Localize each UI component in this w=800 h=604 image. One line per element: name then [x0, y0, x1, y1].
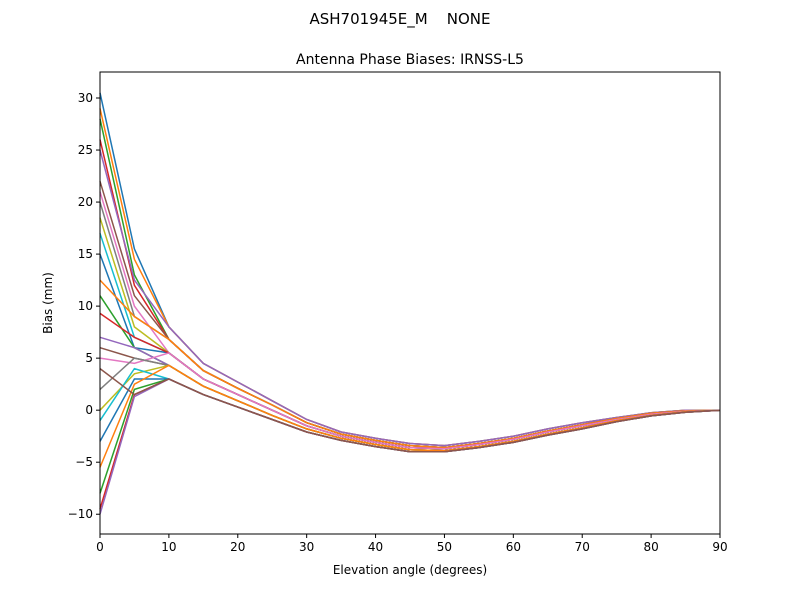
series-line-7 — [99, 191, 721, 450]
plot-frame — [99, 71, 721, 535]
series-line-12 — [99, 279, 721, 449]
y-tick-label: −5 — [75, 455, 93, 469]
y-tick-label: 10 — [78, 299, 93, 313]
x-tick-label: 10 — [161, 540, 176, 554]
series-line-17 — [99, 352, 721, 450]
series-line-25 — [99, 378, 721, 515]
series-line-15 — [99, 336, 721, 452]
series-line-26 — [99, 368, 721, 453]
x-tick-label: 30 — [299, 540, 314, 554]
chart-title: Antenna Phase Biases: IRNSS-L5 — [296, 52, 524, 68]
x-tick-label: 0 — [96, 540, 104, 554]
series-line-6 — [99, 181, 721, 449]
series-line-9 — [99, 217, 721, 450]
series-line-1 — [99, 92, 720, 447]
series-line-20 — [99, 367, 721, 453]
x-axis-label: Elevation angle (degrees) — [333, 563, 487, 577]
y-tick-label: 5 — [85, 351, 93, 365]
series-line-3 — [99, 118, 721, 449]
series-line-16 — [99, 346, 721, 452]
y-tick-label: 25 — [78, 143, 93, 157]
chart-suptitle: ASH701945E_M NONE — [309, 10, 490, 29]
y-tick-label: 0 — [85, 403, 93, 417]
y-tick-label: 20 — [78, 195, 93, 209]
axis-ticks: 0 10 20 30 40 50 60 70 80 90 −10 −5 0 5 10 15 20 25 30 — [68, 91, 728, 554]
series-line-13 — [99, 295, 721, 452]
series-line-8 — [99, 201, 721, 449]
x-tick-label: 90 — [712, 540, 727, 554]
series-line-19 — [99, 364, 721, 452]
y-tick-label: −10 — [68, 507, 93, 521]
series-line-4 — [99, 139, 721, 449]
y-tick-label: 30 — [78, 91, 93, 105]
x-tick-label: 60 — [506, 540, 521, 554]
x-tick-label: 40 — [368, 540, 383, 554]
x-tick-label: 70 — [575, 540, 590, 554]
y-tick-label: 15 — [78, 247, 93, 261]
x-tick-label: 20 — [230, 540, 245, 554]
series-lines — [99, 92, 721, 515]
x-tick-label: 80 — [643, 540, 658, 554]
series-line-14 — [99, 312, 721, 450]
series-line-23 — [99, 378, 721, 494]
x-tick-label: 50 — [437, 540, 452, 554]
series-line-2 — [99, 108, 720, 447]
y-axis-label: Bias (mm) — [41, 272, 55, 334]
series-line-22 — [99, 364, 721, 468]
series-line-5 — [99, 149, 720, 447]
